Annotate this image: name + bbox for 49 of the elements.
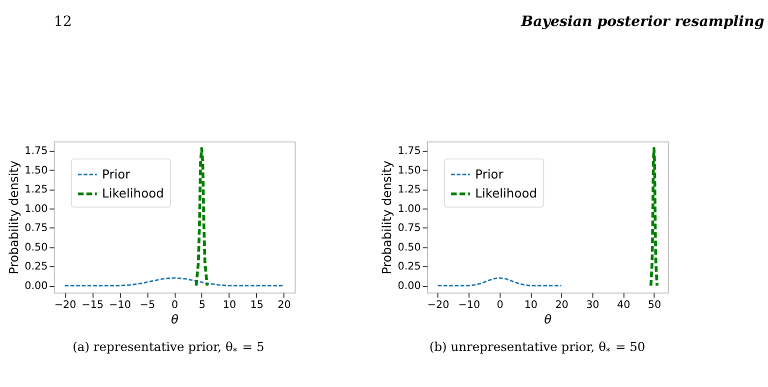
y-axis-title: Probability density [6, 160, 21, 274]
y-tick-label: 0.25 [24, 260, 48, 273]
y-tick-label: 1.25 [24, 184, 48, 196]
x-axis-title: θ [171, 312, 179, 326]
y-tick-label: 0.50 [398, 241, 421, 254]
y-tick-label: 0.00 [398, 280, 421, 292]
x-axis-title: θ [544, 312, 552, 326]
y-tick-label: 0.25 [398, 260, 421, 273]
x-tick-label: 10 [222, 299, 236, 312]
text: 12 [54, 14, 72, 30]
y-tick-label: 0.50 [24, 241, 48, 254]
y-tick-label: 1.00 [398, 202, 421, 215]
y-tick-label: 0.75 [24, 222, 48, 234]
text: Bayesian posterior resampling [520, 14, 764, 30]
y-tick-label: 0.00 [24, 280, 48, 292]
x-tick-label: 20 [278, 299, 291, 312]
legend-label: Likelihood [475, 186, 537, 201]
x-tick-label: 10 [524, 299, 538, 312]
y-tick-label: 1.50 [398, 164, 421, 176]
y-tick-label: 1.75 [24, 145, 48, 158]
legend-label: Prior [475, 167, 504, 182]
y-tick-label: 1.00 [24, 202, 48, 215]
y-tick-label: 1.50 [24, 164, 48, 176]
x-tick-label: −20 [54, 299, 76, 312]
x-tick-label: 50 [648, 299, 662, 312]
x-tick-label: 5 [198, 299, 206, 312]
y-tick-label: 0.75 [398, 222, 421, 234]
x-tick-label: 0 [171, 299, 178, 312]
x-tick-label: −5 [140, 299, 156, 312]
line-series [649, 146, 658, 288]
x-tick-label: 15 [250, 299, 264, 312]
y-tick-label: 1.75 [398, 145, 421, 158]
x-tick-label: −15 [82, 299, 104, 312]
line-series [64, 277, 285, 286]
x-tick-label: 40 [616, 299, 630, 312]
x-tick-label: −10 [109, 299, 131, 312]
legend-label: Prior [102, 167, 132, 182]
x-tick-label: 30 [586, 299, 600, 312]
x-tick-label: −20 [427, 299, 450, 312]
y-tick-label: 1.25 [398, 184, 421, 196]
x-tick-label: −10 [458, 299, 480, 312]
text: (a) representative prior, θ* = 5 [72, 340, 264, 358]
x-tick-label: 20 [555, 299, 568, 312]
y-axis-title: Probability density [380, 160, 394, 274]
legend-label: Likelihood [102, 186, 164, 201]
line-series [194, 146, 209, 288]
line-series [437, 277, 562, 286]
text: (b) unrepresentative prior, θ* = 50 [429, 340, 646, 358]
x-tick-label: 0 [496, 299, 504, 312]
